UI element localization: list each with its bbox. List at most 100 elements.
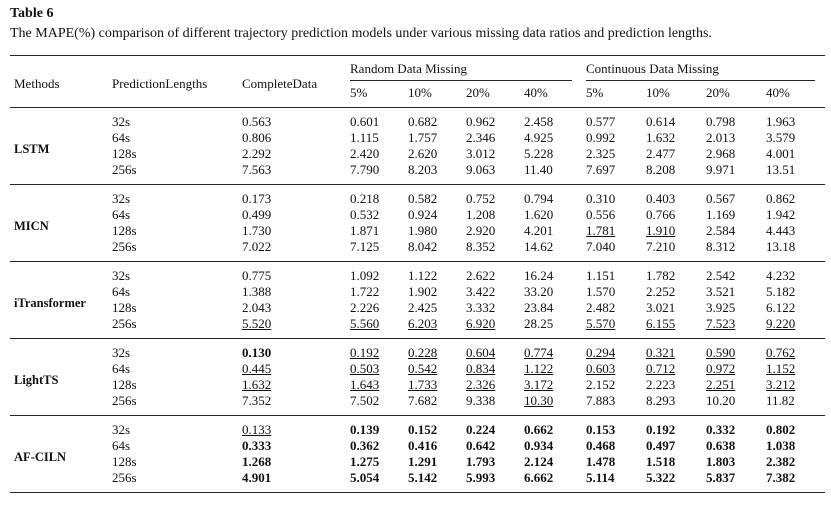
- value-text: 1.781: [586, 223, 616, 238]
- value-cell: 23.84: [520, 300, 582, 316]
- value-cell: 1.793: [462, 454, 520, 470]
- value-text: 1.122: [524, 361, 554, 376]
- length-cell: 128s: [112, 377, 137, 392]
- value-cell: 0.468: [582, 438, 642, 454]
- method-cell: LightTS: [14, 373, 59, 387]
- value-text: 28.25: [524, 316, 554, 331]
- value-cell: 0.333: [238, 438, 346, 454]
- length-cell: 64s: [112, 207, 131, 222]
- value-cell: 1.115: [346, 130, 404, 146]
- value-text: 0.362: [350, 438, 380, 453]
- value-text: 7.210: [646, 239, 676, 254]
- header-cell: 20%: [466, 85, 490, 100]
- value-cell: 7.040: [582, 239, 642, 262]
- value-cell: 7.352: [238, 393, 346, 416]
- value-cell: 1.733: [404, 377, 462, 393]
- value-text: 0.542: [408, 361, 438, 376]
- value-text: 5.054: [350, 470, 380, 485]
- value-text: 1.910: [646, 223, 676, 238]
- value-cell: 7.523: [702, 316, 762, 339]
- value-text: 1.518: [646, 454, 676, 469]
- value-text: 7.563: [242, 162, 272, 177]
- value-text: 0.924: [408, 207, 438, 222]
- value-text: 0.153: [586, 422, 616, 437]
- method-cell: MICN: [14, 219, 49, 233]
- value-cell: 5.182: [762, 284, 825, 300]
- value-text: 2.226: [350, 300, 380, 315]
- value-text: 8.203: [408, 162, 438, 177]
- value-cell: 9.063: [462, 162, 520, 185]
- value-text: 0.774: [524, 345, 554, 360]
- value-cell: 1.963: [762, 108, 825, 131]
- value-cell: 0.638: [702, 438, 762, 454]
- header-cell: 10%: [408, 85, 432, 100]
- value-text: 10.20: [706, 393, 736, 408]
- value-cell: 1.275: [346, 454, 404, 470]
- value-text: 3.212: [766, 377, 796, 392]
- value-cell: 9.971: [702, 162, 762, 185]
- value-text: 0.802: [766, 422, 796, 437]
- value-cell: 5.054: [346, 470, 404, 493]
- method-cell: LSTM: [14, 142, 50, 156]
- value-text: 0.152: [408, 422, 438, 437]
- value-text: 5.560: [350, 316, 380, 331]
- value-text: 1.092: [350, 268, 380, 283]
- value-cell: 0.642: [462, 438, 520, 454]
- value-text: 33.20: [524, 284, 554, 299]
- value-text: 8.208: [646, 162, 676, 177]
- value-text: 0.604: [466, 345, 496, 360]
- value-text: 0.662: [524, 422, 554, 437]
- value-cell: 0.806: [238, 130, 346, 146]
- value-cell: 7.125: [346, 239, 404, 262]
- value-cell: 3.212: [762, 377, 825, 393]
- length-cell: 64s: [112, 438, 131, 453]
- value-cell: 1.942: [762, 207, 825, 223]
- value-cell: 8.352: [462, 239, 520, 262]
- value-text: 0.192: [646, 422, 676, 437]
- value-cell: 0.310: [582, 185, 642, 208]
- value-cell: 0.133: [238, 416, 346, 439]
- value-text: 3.521: [706, 284, 736, 299]
- value-cell: 1.902: [404, 284, 462, 300]
- value-cell: 5.228: [520, 146, 582, 162]
- value-text: 5.228: [524, 146, 554, 161]
- value-cell: 2.968: [702, 146, 762, 162]
- value-cell: 0.192: [346, 339, 404, 362]
- value-text: 14.62: [524, 239, 554, 254]
- value-text: 0.834: [466, 361, 496, 376]
- value-cell: 0.499: [238, 207, 346, 223]
- value-cell: 1.803: [702, 454, 762, 470]
- value-text: 6.662: [524, 470, 554, 485]
- value-text: 0.218: [350, 191, 380, 206]
- value-cell: 2.223: [642, 377, 702, 393]
- value-text: 5.142: [408, 470, 438, 485]
- value-cell: 0.614: [642, 108, 702, 131]
- value-text: 0.468: [586, 438, 616, 453]
- header-cell: 40%: [524, 85, 548, 100]
- value-text: 0.332: [706, 422, 736, 437]
- value-text: 9.971: [706, 162, 736, 177]
- header-group: Continuous Data Missing: [582, 56, 825, 83]
- value-cell: 4.443: [762, 223, 825, 239]
- length-cell: 128s: [112, 454, 137, 469]
- value-text: 4.201: [524, 223, 554, 238]
- value-text: 1.115: [350, 130, 379, 145]
- value-cell: 3.579: [762, 130, 825, 146]
- value-cell: 0.503: [346, 361, 404, 377]
- value-text: 0.762: [766, 345, 796, 360]
- value-cell: 2.620: [404, 146, 462, 162]
- value-text: 0.862: [766, 191, 796, 206]
- value-text: 0.228: [408, 345, 438, 360]
- value-cell: 1.643: [346, 377, 404, 393]
- method-cell: iTransformer: [14, 296, 86, 310]
- value-cell: 5.114: [582, 470, 642, 493]
- value-cell: 0.497: [642, 438, 702, 454]
- value-text: 6.155: [646, 316, 676, 331]
- value-cell: 2.477: [642, 146, 702, 162]
- value-text: 7.883: [586, 393, 616, 408]
- value-cell: 0.224: [462, 416, 520, 439]
- table-row: 128s 2.292 2.420 2.620 3.012 5.228 2.325 2.477 2…: [10, 146, 825, 162]
- value-cell: 0.962: [462, 108, 520, 131]
- value-cell: 3.172: [520, 377, 582, 393]
- value-cell: 0.542: [404, 361, 462, 377]
